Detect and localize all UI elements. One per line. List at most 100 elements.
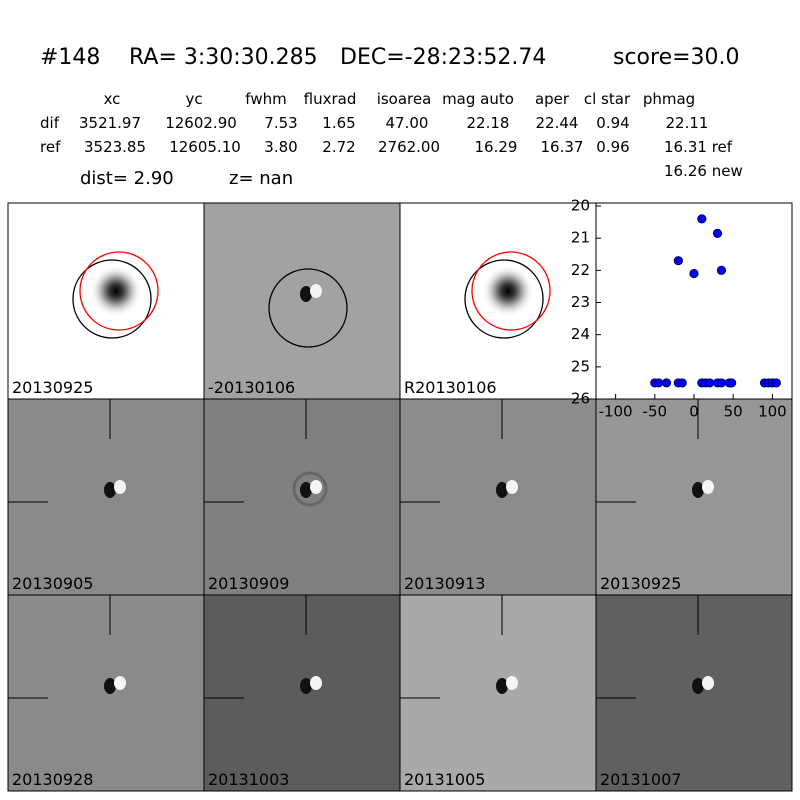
cell: 16.29 xyxy=(475,138,518,156)
y-tick-label: 26 xyxy=(571,390,590,408)
column-header: phmag xyxy=(643,90,695,108)
cell: 3523.85 xyxy=(84,138,146,156)
column-header: cl star xyxy=(584,90,631,108)
point xyxy=(673,256,683,266)
dipole-light xyxy=(114,676,126,690)
source xyxy=(482,265,534,317)
cell: 47.00 xyxy=(386,114,429,132)
y-tick-label: 22 xyxy=(571,261,590,279)
x-tick-label: -100 xyxy=(599,403,633,421)
dipole-dark xyxy=(300,482,312,498)
dipole-light xyxy=(310,676,322,690)
row-label: ref xyxy=(40,138,61,156)
cell: 1.65 xyxy=(322,114,355,132)
dipole-dark xyxy=(692,678,704,694)
dipole-dark xyxy=(496,678,508,694)
y-tick-label: 23 xyxy=(571,293,590,311)
point xyxy=(716,265,727,275)
cell: 0.94 xyxy=(596,114,629,132)
point xyxy=(705,378,715,388)
panel xyxy=(595,398,793,596)
panel-label: 20130925 xyxy=(12,378,93,397)
point xyxy=(654,378,664,388)
aperture xyxy=(268,268,348,348)
plot-area xyxy=(595,202,793,400)
panel xyxy=(203,594,401,792)
panel-label: 20131007 xyxy=(600,770,681,789)
z: z= nan xyxy=(229,168,293,189)
y-tick-label: 24 xyxy=(571,325,590,343)
cell: 22.44 xyxy=(536,114,579,132)
column-header: mag auto xyxy=(442,90,514,108)
dipole-light xyxy=(506,676,518,690)
lightcurve: 20 21 22 23 24 25 26 -100 -50 0 50 100 xyxy=(571,197,793,421)
row-label: dif xyxy=(40,114,60,132)
cell: 2.72 xyxy=(322,138,355,156)
x-tick-label: 50 xyxy=(724,403,743,421)
panel-label: 20130909 xyxy=(208,574,289,593)
dipole-light xyxy=(114,480,126,494)
panel-label: -20130106 xyxy=(208,378,295,397)
cell: 2762.00 xyxy=(378,138,440,156)
cell: 7.53 xyxy=(264,114,297,132)
object-id: #148 xyxy=(40,45,100,70)
panel-label: 20131003 xyxy=(208,770,289,789)
dipole-dark xyxy=(300,286,312,302)
y-tick-label: 25 xyxy=(571,357,590,375)
cell: 12605.10 xyxy=(169,138,241,156)
cell: 12602.90 xyxy=(165,114,237,132)
cell: 22.18 xyxy=(467,114,510,132)
cell: 16.37 xyxy=(541,138,584,156)
x-tick-label: 0 xyxy=(689,403,699,421)
point xyxy=(689,268,699,279)
aperture-ref xyxy=(471,251,551,331)
cell: 3.80 xyxy=(264,138,297,156)
x-tick-label: 100 xyxy=(758,403,787,421)
cell: 0.96 xyxy=(596,138,629,156)
column-header: xc xyxy=(104,90,121,108)
panel xyxy=(203,202,401,400)
point xyxy=(697,214,707,224)
column-header: yc xyxy=(185,90,202,108)
dipole-dark xyxy=(104,678,116,694)
panel-label: R20130106 xyxy=(404,378,497,397)
panel-label: 20130928 xyxy=(12,770,93,789)
column-header: fluxrad xyxy=(304,90,357,108)
aperture xyxy=(72,259,152,339)
panel xyxy=(399,398,597,596)
cell: 22.11 xyxy=(666,114,709,132)
point xyxy=(716,378,727,388)
panel xyxy=(7,398,205,596)
dipole-light xyxy=(310,480,322,494)
dipole-dark xyxy=(692,482,704,498)
dipole-light xyxy=(506,480,518,494)
y-tick-label: 20 xyxy=(571,197,590,215)
dipole-light xyxy=(702,480,714,494)
cell: 3521.97 xyxy=(79,114,141,132)
dipole-dark xyxy=(104,482,116,498)
panel xyxy=(399,594,597,792)
panel-label: 20130925 xyxy=(600,574,681,593)
panels: 20130925 -20130106 R20130106 20130905 201309… xyxy=(7,202,793,792)
aperture-ref xyxy=(79,251,159,331)
panel-label: 20131005 xyxy=(404,770,485,789)
dipole-dark xyxy=(300,678,312,694)
point xyxy=(712,228,723,238)
score: score=30.0 xyxy=(613,45,740,70)
point xyxy=(771,378,781,388)
point xyxy=(727,378,737,388)
dipole-light xyxy=(310,284,322,298)
column-header: aper xyxy=(535,90,570,108)
dipole-light xyxy=(702,676,714,690)
point xyxy=(661,378,672,388)
dist: dist= 2.90 xyxy=(80,168,174,189)
cell: 16.31 ref xyxy=(664,138,733,156)
source xyxy=(90,265,142,317)
halo xyxy=(292,471,328,507)
panel-label: 20130913 xyxy=(404,574,485,593)
dipole-dark xyxy=(496,482,508,498)
panel-label: 20130905 xyxy=(12,574,93,593)
panel xyxy=(7,594,205,792)
point xyxy=(677,378,687,388)
